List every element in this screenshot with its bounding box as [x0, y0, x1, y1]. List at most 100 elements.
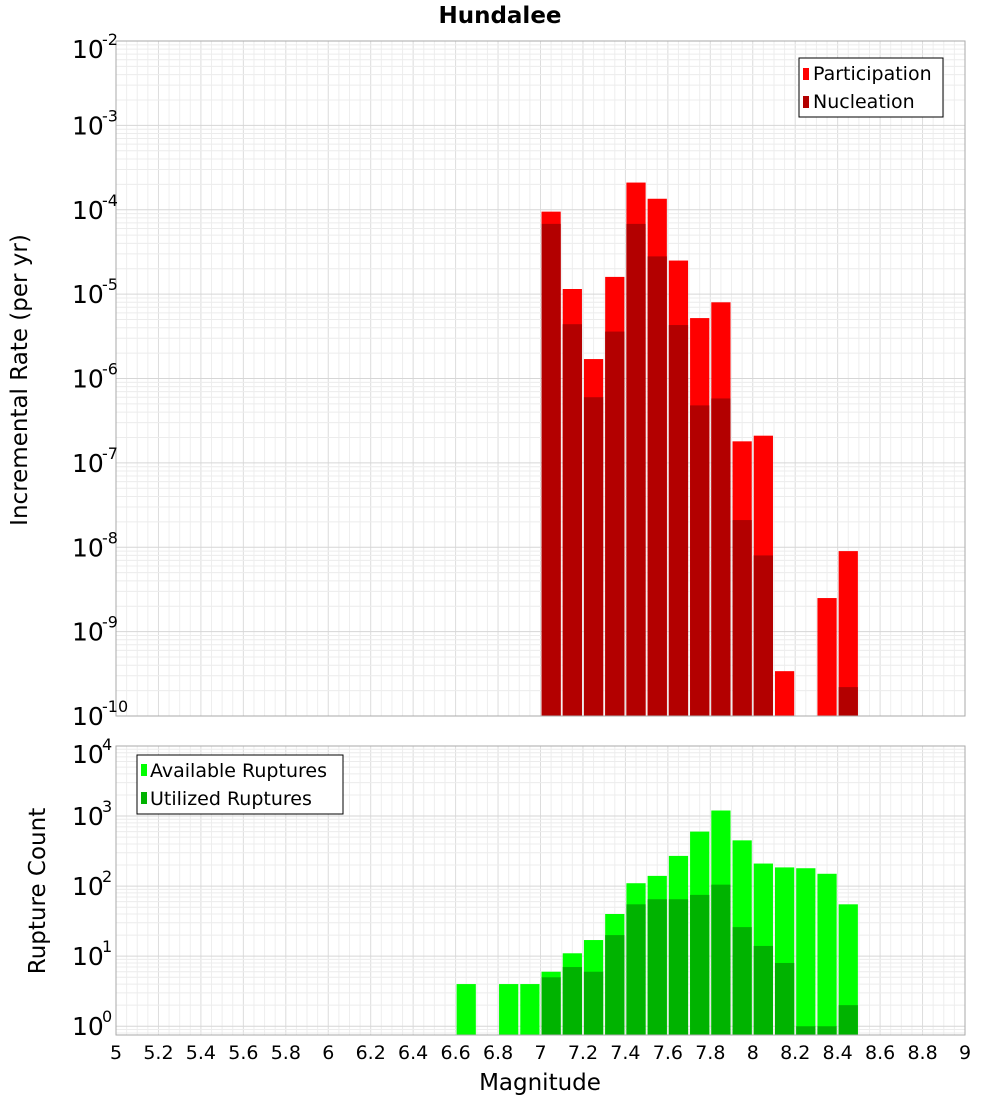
xtick-label-7: 6.4	[398, 1042, 428, 1064]
bottom-utilized-ruptures-bar-16	[796, 1026, 816, 1035]
xtick-label-16: 8.2	[780, 1042, 810, 1064]
xtick-label-17: 8.4	[823, 1042, 853, 1064]
top-nucleation-bar-4	[626, 223, 646, 716]
xtick-label-12: 7.4	[610, 1042, 640, 1064]
xtick-label-18: 8.6	[865, 1042, 895, 1064]
bottom-utilized-ruptures-bar-9	[647, 899, 667, 1035]
bottom-ytick-exp-1: 1	[102, 937, 112, 956]
bottom-available-ruptures-bar-0	[456, 984, 476, 1035]
x-tick-labels: 5 5.2 5.4 5.6 5.8 6 6.2 6.4 6.6 6.8 7 7.2 7.4 7.6 7.8 8…	[110, 1042, 971, 1064]
top-nucleation-bar-3	[605, 331, 625, 716]
bottom-plot-frame	[115, 745, 966, 1036]
top-ytick-exp-6: -4	[102, 191, 118, 210]
top-ytick-base-4: 10	[72, 365, 104, 394]
legend-label-participation: Participation	[813, 63, 932, 85]
legend-label-utilized-ruptures: Utilized Ruptures	[150, 788, 312, 810]
top-legend-box	[798, 57, 944, 118]
bottom-plot-bars	[456, 810, 858, 1035]
bottom-utilized-ruptures-bar-17	[817, 1026, 837, 1035]
top-ytick-base-6: 10	[72, 196, 104, 225]
bottom-utilized-ruptures-bar-15	[774, 962, 795, 1035]
bottom-ytick-exp-3: 3	[102, 797, 112, 816]
xtick-label-0: 5	[110, 1042, 122, 1064]
top-ytick-base-3: 10	[72, 449, 104, 478]
top-nucleation-bar-0	[541, 223, 561, 716]
bottom-ytick-exp-4: 4	[102, 735, 112, 754]
xtick-label-15: 8	[747, 1042, 759, 1064]
top-participation-bar-14	[838, 551, 858, 716]
xtick-label-14: 7.8	[695, 1042, 725, 1064]
top-ytick-exp-3: -7	[102, 444, 118, 463]
top-ytick-exp-4: -6	[102, 360, 118, 379]
xtick-label-11: 7.2	[568, 1042, 598, 1064]
top-nucleation-bar-14	[838, 687, 858, 716]
legend-swatch-available-ruptures	[141, 764, 147, 776]
bottom-utilized-ruptures-bar-12	[711, 884, 731, 1035]
bottom-y-axis-label: Rupture Count	[25, 808, 51, 974]
bottom-utilized-ruptures-bar-6	[583, 971, 604, 1035]
top-plot-bars	[541, 182, 858, 717]
top-plot-frame	[115, 40, 966, 717]
xtick-label-2: 5.4	[186, 1042, 216, 1064]
xtick-label-5: 6	[322, 1042, 334, 1064]
top-plot-grid	[115, 40, 966, 717]
bottom-utilized-ruptures-bar-13	[732, 927, 752, 1035]
top-nucleation-bar-10	[753, 555, 773, 716]
bottom-utilized-ruptures-bar-4	[541, 977, 561, 1035]
top-nucleation-bar-6	[668, 325, 689, 716]
top-nucleation-bar-2	[583, 397, 604, 716]
top-legend: Participation Nucleation	[798, 57, 944, 118]
top-ytick-exp-7: -3	[102, 106, 118, 125]
top-ytick-base-8: 10	[72, 35, 104, 64]
xtick-label-9: 6.8	[483, 1042, 513, 1064]
top-ytick-exp-2: -8	[102, 528, 118, 547]
bottom-utilized-ruptures-bar-10	[668, 899, 689, 1035]
top-nucleation-bar-8	[711, 398, 731, 716]
legend-label-available-ruptures: Available Ruptures	[150, 760, 327, 782]
top-ytick-exp-0: -10	[102, 697, 128, 716]
xtick-label-6: 6.2	[356, 1042, 386, 1064]
bottom-utilized-ruptures-bar-18	[838, 1005, 858, 1035]
legend-swatch-utilized-ruptures	[141, 792, 147, 804]
bottom-utilized-ruptures-bar-7	[605, 935, 625, 1035]
xtick-label-3: 5.6	[228, 1042, 258, 1064]
xtick-label-10: 7	[534, 1042, 546, 1064]
bottom-ytick-exp-0: 0	[102, 1007, 112, 1026]
top-nucleation-bar-7	[690, 405, 710, 716]
top-ytick-base-1: 10	[72, 618, 104, 647]
legend-swatch-nucleation	[803, 96, 809, 108]
top-participation-bar-11	[774, 671, 795, 716]
x-axis-label: Magnitude	[479, 1070, 601, 1096]
chart-title: Hundalee	[438, 3, 561, 29]
top-ytick-exp-1: -9	[102, 613, 118, 632]
top-nucleation-bar-1	[562, 324, 582, 716]
bottom-utilized-ruptures-bar-11	[690, 894, 710, 1035]
xtick-label-8: 6.6	[440, 1042, 470, 1064]
bottom-utilized-ruptures-bar-5	[562, 967, 582, 1035]
legend-swatch-participation	[803, 68, 809, 80]
top-ytick-base-5: 10	[72, 280, 104, 309]
bottom-available-ruptures-bar-18	[838, 904, 858, 1035]
top-ytick-base-7: 10	[72, 111, 104, 140]
xtick-label-20: 9	[959, 1042, 971, 1064]
bottom-ytick-base-3: 10	[72, 802, 104, 831]
top-ytick-exp-5: -5	[102, 275, 118, 294]
xtick-label-19: 8.8	[907, 1042, 937, 1064]
bottom-ytick-base-0: 10	[72, 1012, 104, 1041]
bottom-ytick-base-2: 10	[72, 872, 104, 901]
bottom-utilized-ruptures-bar-8	[626, 904, 646, 1035]
top-nucleation-bar-5	[647, 256, 667, 716]
bottom-available-ruptures-bar-3	[520, 984, 540, 1035]
bottom-utilized-ruptures-bar-14	[753, 945, 773, 1035]
top-nucleation-bar-9	[732, 520, 752, 716]
bottom-available-ruptures-bar-16	[796, 868, 816, 1035]
top-ytick-exp-8: -2	[102, 30, 118, 49]
top-participation-bar-13	[817, 598, 837, 716]
bottom-available-ruptures-bar-2	[499, 984, 519, 1035]
top-ytick-base-0: 10	[72, 702, 104, 731]
xtick-label-1: 5.2	[143, 1042, 173, 1064]
